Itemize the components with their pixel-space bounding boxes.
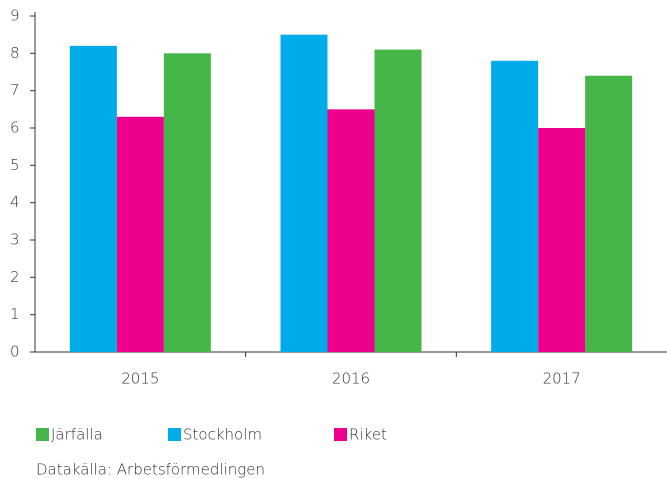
x-tick-label: 2015 xyxy=(121,370,159,388)
bar xyxy=(69,45,117,352)
y-tick-label: 3 xyxy=(10,231,20,249)
bar xyxy=(163,53,211,352)
y-tick-label: 5 xyxy=(10,156,20,174)
x-tick-label: 2016 xyxy=(332,370,370,388)
legend-label: Riket xyxy=(349,426,387,444)
y-tick-label: 0 xyxy=(10,343,20,361)
legend-label: Stockholm xyxy=(183,426,262,444)
y-tick-label: 8 xyxy=(10,44,20,62)
source-note: Datakälla: Arbetsförmedlingen xyxy=(36,461,265,479)
bar xyxy=(280,34,328,353)
bar xyxy=(327,109,375,352)
bar xyxy=(491,60,539,353)
legend-label: Järfälla xyxy=(51,426,103,444)
y-tick-label: 6 xyxy=(10,119,20,137)
y-tick-label: 1 xyxy=(10,305,20,323)
bar xyxy=(538,128,586,352)
bar xyxy=(585,75,633,352)
legend-swatch xyxy=(168,428,181,441)
bar xyxy=(374,49,422,352)
y-tick-label: 4 xyxy=(10,193,20,211)
y-tick-label: 7 xyxy=(10,81,20,99)
legend-swatch xyxy=(334,428,347,441)
legend-swatch xyxy=(36,428,49,441)
x-tick-label: 2017 xyxy=(543,370,581,388)
bar xyxy=(116,116,164,352)
y-tick-label: 9 xyxy=(10,7,20,25)
y-tick-label: 2 xyxy=(10,268,20,286)
